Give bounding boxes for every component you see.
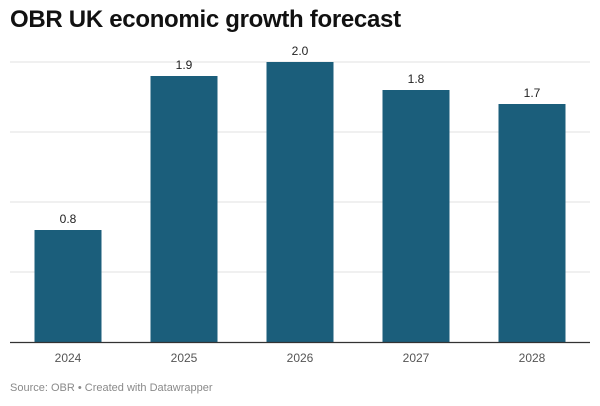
data-labels: 0.8 1.9 2.0 1.8 1.7 <box>60 44 541 226</box>
chart-title: OBR UK economic growth forecast <box>10 6 401 33</box>
bar-2028 <box>498 104 566 342</box>
data-label-2027: 1.8 <box>408 72 425 86</box>
source-note: Source: OBR • Created with Datawrapper <box>10 382 213 394</box>
bar-2027 <box>382 90 450 342</box>
x-tick-label-2024: 2024 <box>55 351 82 365</box>
bar-2024 <box>34 230 102 342</box>
data-label-2028: 1.7 <box>524 86 541 100</box>
x-tick-label-2025: 2025 <box>171 351 198 365</box>
x-tick-label-2027: 2027 <box>403 351 430 365</box>
x-axis: 2024 2025 2026 2027 2028 <box>10 341 590 365</box>
bars <box>34 62 566 342</box>
data-label-2024: 0.8 <box>60 212 77 226</box>
bar-2026 <box>266 62 334 342</box>
x-tick-label-2028: 2028 <box>519 351 546 365</box>
x-tick-label-2026: 2026 <box>287 351 314 365</box>
data-label-2026: 2.0 <box>292 44 309 58</box>
data-label-2025: 1.9 <box>176 58 193 72</box>
bar-2025 <box>150 76 218 342</box>
